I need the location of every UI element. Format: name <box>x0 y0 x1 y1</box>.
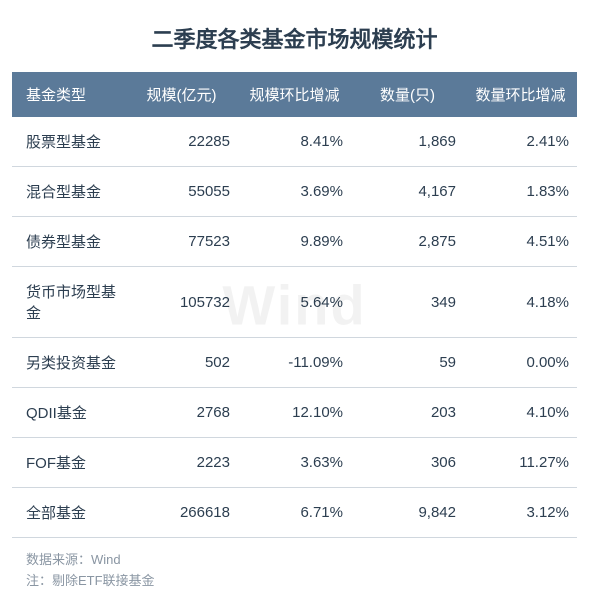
cell-count-chg: 2.41% <box>464 117 577 167</box>
footer-source: 数据来源：Wind <box>26 550 563 571</box>
cell-scale-chg: -11.09% <box>238 338 351 388</box>
cell-scale-chg: 5.64% <box>238 267 351 338</box>
col-header-count-chg: 数量环比增减 <box>464 72 577 117</box>
cell-type: 另类投资基金 <box>12 338 125 388</box>
cell-scale-chg: 9.89% <box>238 217 351 267</box>
cell-type: QDII基金 <box>12 388 125 438</box>
cell-count: 59 <box>351 338 464 388</box>
cell-type: 债券型基金 <box>12 217 125 267</box>
cell-type: 全部基金 <box>12 488 125 538</box>
footer: 数据来源：Wind 注：剔除ETF联接基金 <box>12 538 577 600</box>
table-row: FOF基金 2223 3.63% 306 11.27% <box>12 438 577 488</box>
table-row: 股票型基金 22285 8.41% 1,869 2.41% <box>12 117 577 167</box>
cell-count: 203 <box>351 388 464 438</box>
cell-type: 混合型基金 <box>12 167 125 217</box>
cell-scale: 2223 <box>125 438 238 488</box>
cell-count: 1,869 <box>351 117 464 167</box>
col-header-scale: 规模(亿元) <box>125 72 238 117</box>
cell-count: 2,875 <box>351 217 464 267</box>
cell-scale: 2768 <box>125 388 238 438</box>
cell-count-chg: 0.00% <box>464 338 577 388</box>
cell-scale-chg: 6.71% <box>238 488 351 538</box>
table-header-row: 基金类型 规模(亿元) 规模环比增减 数量(只) 数量环比增减 <box>12 72 577 117</box>
table-body: 股票型基金 22285 8.41% 1,869 2.41% 混合型基金 5505… <box>12 117 577 538</box>
cell-scale: 266618 <box>125 488 238 538</box>
col-header-type: 基金类型 <box>12 72 125 117</box>
page-title: 二季度各类基金市场规模统计 <box>12 10 577 72</box>
cell-count: 306 <box>351 438 464 488</box>
cell-scale: 22285 <box>125 117 238 167</box>
cell-count: 4,167 <box>351 167 464 217</box>
table-row: 另类投资基金 502 -11.09% 59 0.00% <box>12 338 577 388</box>
col-header-count: 数量(只) <box>351 72 464 117</box>
table-row: QDII基金 2768 12.10% 203 4.10% <box>12 388 577 438</box>
table-row: 全部基金 266618 6.71% 9,842 3.12% <box>12 488 577 538</box>
table-row: 货币市场型基金 105732 5.64% 349 4.18% <box>12 267 577 338</box>
table-row: 混合型基金 55055 3.69% 4,167 1.83% <box>12 167 577 217</box>
col-header-scale-chg: 规模环比增减 <box>238 72 351 117</box>
cell-scale: 502 <box>125 338 238 388</box>
cell-scale-chg: 12.10% <box>238 388 351 438</box>
cell-count-chg: 3.12% <box>464 488 577 538</box>
cell-scale: 77523 <box>125 217 238 267</box>
cell-scale-chg: 8.41% <box>238 117 351 167</box>
footer-note: 注：剔除ETF联接基金 <box>26 571 563 592</box>
cell-count-chg: 4.18% <box>464 267 577 338</box>
cell-scale: 55055 <box>125 167 238 217</box>
fund-stats-table: 基金类型 规模(亿元) 规模环比增减 数量(只) 数量环比增减 股票型基金 22… <box>12 72 577 538</box>
cell-type: 股票型基金 <box>12 117 125 167</box>
cell-count-chg: 11.27% <box>464 438 577 488</box>
cell-count: 349 <box>351 267 464 338</box>
cell-scale-chg: 3.69% <box>238 167 351 217</box>
cell-type: 货币市场型基金 <box>12 267 125 338</box>
cell-scale: 105732 <box>125 267 238 338</box>
cell-type: FOF基金 <box>12 438 125 488</box>
cell-count-chg: 1.83% <box>464 167 577 217</box>
cell-count-chg: 4.10% <box>464 388 577 438</box>
cell-count: 9,842 <box>351 488 464 538</box>
table-row: 债券型基金 77523 9.89% 2,875 4.51% <box>12 217 577 267</box>
cell-scale-chg: 3.63% <box>238 438 351 488</box>
cell-count-chg: 4.51% <box>464 217 577 267</box>
